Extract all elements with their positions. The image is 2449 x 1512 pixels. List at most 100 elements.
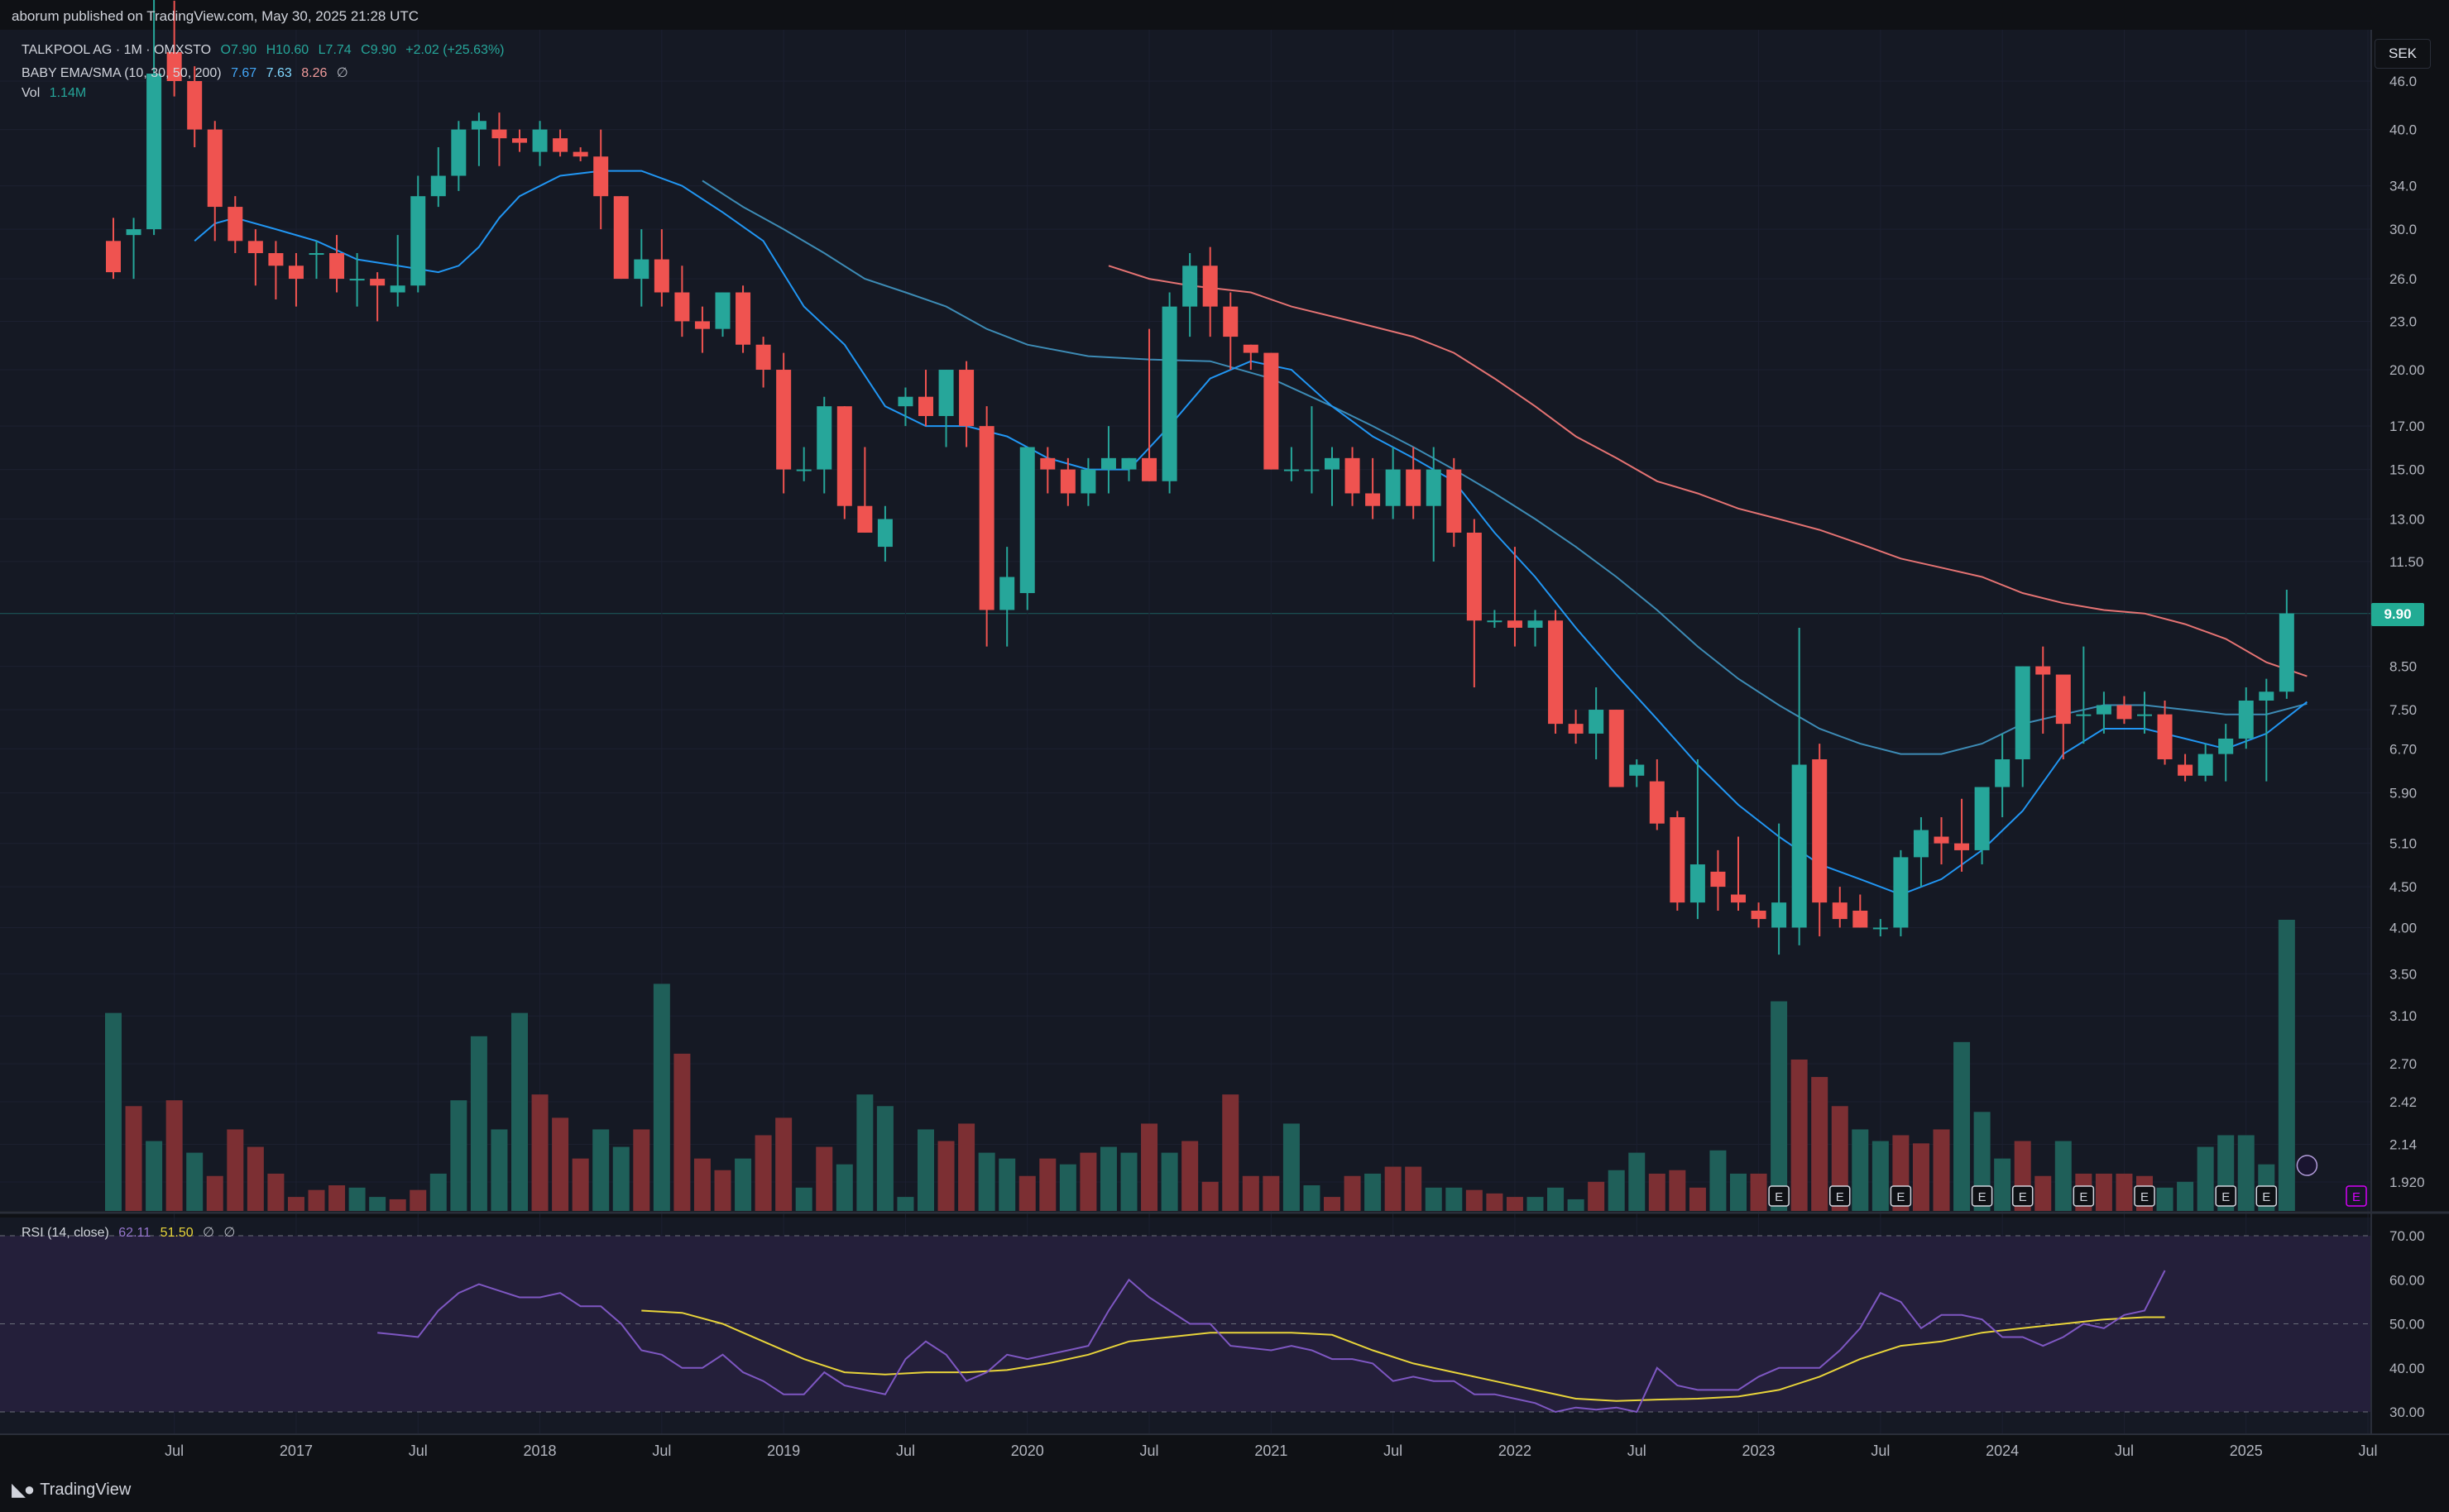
volume-bar <box>673 1053 691 1211</box>
volume-bar <box>165 1100 183 1211</box>
rsi-tick-label: 30.00 <box>2389 1404 2425 1420</box>
time-tick-label: Jul <box>2359 1443 2378 1459</box>
price-tick-label: 1.920 <box>2389 1175 2425 1190</box>
ohlc-change: +2.02 (+25.63%) <box>405 43 505 57</box>
candle-body <box>755 344 771 371</box>
price-pane <box>0 30 2371 1211</box>
candle-body <box>2279 613 2294 692</box>
earnings-marker-letter: E <box>2079 1190 2087 1204</box>
volume-bar <box>2197 1146 2214 1211</box>
time-tick-label: Jul <box>1627 1443 1646 1459</box>
price-tick-label: 7.50 <box>2389 702 2417 718</box>
candle-body <box>1344 457 1360 494</box>
candle-body <box>1629 764 1645 776</box>
candle-body <box>1974 787 1990 850</box>
earnings-marker-letter: E <box>1775 1190 1783 1204</box>
rsi-ma-value: 51.50 <box>160 1226 194 1240</box>
ma-label[interactable]: BABY EMA/SMA (10, 30, 50, 200) <box>22 66 222 80</box>
candle-body <box>898 396 913 407</box>
candle-body <box>2035 666 2051 675</box>
volume-bar <box>369 1197 386 1211</box>
price-tick-label: 4.00 <box>2389 920 2417 935</box>
candle-body <box>1019 447 1035 594</box>
currency-badge[interactable]: SEK <box>2375 39 2431 69</box>
price-tick-label: 15.00 <box>2389 462 2425 478</box>
earnings-marker-letter: E <box>1896 1190 1905 1204</box>
volume-bar <box>328 1185 346 1211</box>
volume-bar <box>1161 1152 1178 1211</box>
volume-bar <box>735 1158 752 1211</box>
price-tick-label: 3.10 <box>2389 1008 2417 1024</box>
flash-event-icon <box>2296 1155 2318 1176</box>
candle-body <box>1406 469 1421 506</box>
volume-bar <box>491 1129 508 1211</box>
volume-bar <box>714 1170 731 1211</box>
candle-body <box>2137 714 2152 716</box>
time-tick-label: Jul <box>2115 1443 2134 1459</box>
candle-body <box>694 321 710 329</box>
time-tick-label: Jul <box>652 1443 671 1459</box>
candle-body <box>126 229 141 236</box>
candle-body <box>1182 266 1198 307</box>
earnings-marker-icon <box>1768 1185 1790 1207</box>
candle-body <box>1121 457 1137 470</box>
volume-bar <box>1263 1175 1280 1211</box>
symbol-name[interactable]: TALKPOOL AG · 1M · OMXSTO <box>22 43 212 57</box>
volume-bar <box>1588 1181 1605 1211</box>
volume-bar <box>552 1117 569 1211</box>
footer-brand[interactable]: ◣● TradingView <box>12 1479 131 1500</box>
volume-bar <box>1141 1123 1158 1211</box>
candle-body <box>1832 902 1848 920</box>
rsi-label[interactable]: RSI (14, close) <box>22 1226 109 1240</box>
volume-bar <box>1486 1193 1503 1211</box>
price-tick-label: 34.0 <box>2389 179 2417 194</box>
price-tick-label: 46.0 <box>2389 74 2417 89</box>
rsi-extra-2: ∅ <box>223 1226 236 1240</box>
volume-bar <box>2095 1173 2112 1211</box>
candles <box>106 0 2294 955</box>
candle-body <box>1812 758 1828 903</box>
volume-bar <box>1039 1158 1057 1211</box>
candle-body <box>2015 666 2030 759</box>
volume-bar <box>958 1123 975 1211</box>
time-tick-label: Jul <box>165 1443 184 1459</box>
volume-bar <box>978 1152 995 1211</box>
candle-body <box>593 156 609 197</box>
volume-bar <box>2278 920 2295 1211</box>
volume-bar <box>918 1129 934 1211</box>
volume-bar <box>267 1173 285 1211</box>
volume-legend: Vol 1.14M <box>22 86 92 101</box>
time-tick-label: 2021 <box>1254 1443 1287 1459</box>
candle-body <box>959 370 975 427</box>
volume-bar <box>1120 1152 1138 1211</box>
candle-body <box>1649 781 1665 824</box>
earnings-marker-icon <box>1829 1185 1851 1207</box>
tradingview-logo-icon: ◣● <box>12 1479 35 1500</box>
candle-body <box>410 196 426 286</box>
candle-body <box>166 52 182 81</box>
candle-body <box>2238 700 2254 739</box>
candle-body <box>1670 816 1685 903</box>
candle-body <box>2197 754 2213 776</box>
time-tick-label: 2024 <box>1986 1443 2019 1459</box>
axes: 46.0 40.0 34.0 30.0 26.0 23.0 20.00 17.00 15.00 1… <box>0 30 2449 1459</box>
candle-body <box>1710 871 1726 888</box>
candle-body <box>1060 469 1076 494</box>
candle-body <box>268 253 284 266</box>
candle-body <box>2218 738 2234 754</box>
volume-bar <box>816 1146 833 1211</box>
volume-bar <box>348 1187 366 1211</box>
volume-label[interactable]: Vol <box>22 86 41 100</box>
candle-body <box>1893 857 1909 928</box>
future-earnings-letter: E <box>2352 1190 2360 1204</box>
price-tick-label: 4.50 <box>2389 879 2417 895</box>
time-tick-label: 2023 <box>1742 1443 1776 1459</box>
rsi-line <box>377 1270 2166 1414</box>
volume-bar <box>775 1117 793 1211</box>
candle-body <box>1081 469 1096 494</box>
volume-bar <box>1648 1173 1665 1211</box>
volume-bar <box>1994 1158 2011 1211</box>
earnings-marker-letter: E <box>1978 1190 1987 1204</box>
